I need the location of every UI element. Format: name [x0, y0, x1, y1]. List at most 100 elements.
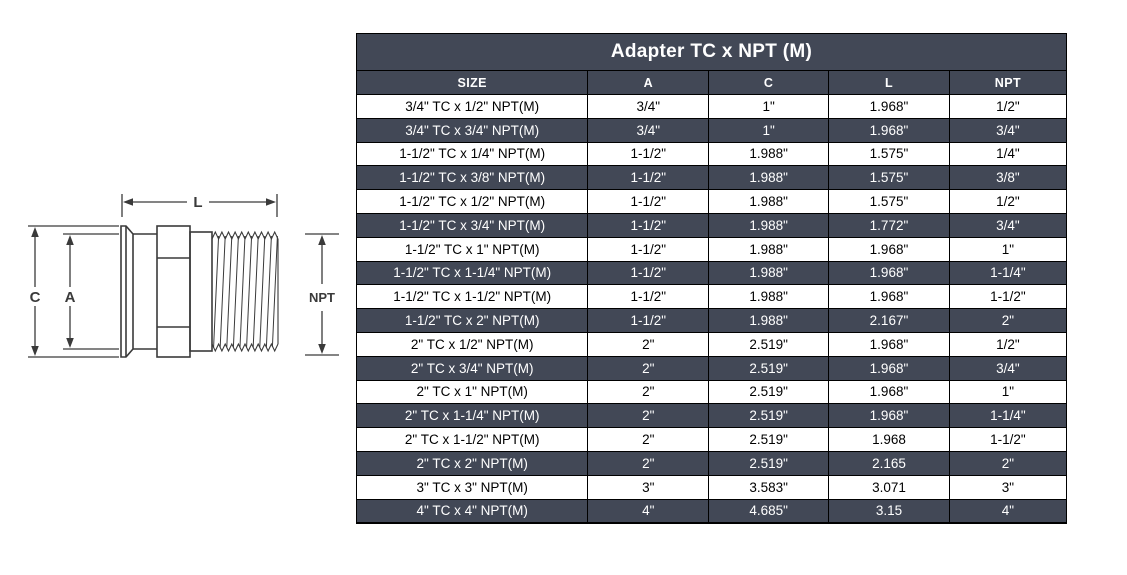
table-cell: 1/4": [948, 141, 1068, 167]
table-cell: 2.519": [708, 427, 830, 452]
dim-label-l: L: [193, 194, 202, 211]
table-cell: 2": [587, 403, 710, 429]
table-row: 1-1/2" TC x 1-1/4" NPT(M) 1-1/2" 1.988" 1.9…: [355, 260, 1068, 286]
table-row: 2" TC x 2" NPT(M) 2" 2.519" 2.165 2": [355, 450, 1068, 476]
table-cell: 1.575": [828, 189, 950, 214]
table-cell: 2" TC x 1-1/2" NPT(M): [355, 427, 589, 452]
table-cell: 1/2": [948, 189, 1068, 214]
table-cell: 1-1/2": [587, 141, 710, 167]
table-cell: 3/4": [948, 117, 1068, 143]
table-row: 3/4" TC x 3/4" NPT(M) 3/4" 1" 1.968" 3/4": [355, 117, 1068, 143]
table-cell: 3": [948, 474, 1068, 500]
table-cell: 2.519": [708, 355, 830, 381]
table-cell: 3.15: [828, 498, 950, 524]
dim-npt-arrow-down: [318, 344, 326, 354]
thread-hatching: [213, 235, 278, 348]
table-cell: 1.988": [708, 284, 830, 310]
table-cell: 2.167": [828, 308, 950, 333]
table-row: 1-1/2" TC x 3/4" NPT(M) 1-1/2" 1.988" 1.772…: [355, 212, 1068, 238]
column-header-c: C: [708, 70, 830, 95]
table-cell: 2" TC x 3/4" NPT(M): [355, 355, 589, 381]
table-cell: 2.519": [708, 331, 830, 357]
table-cell: 1-1/2" TC x 1/4" NPT(M): [355, 141, 589, 167]
table-row: 2" TC x 1" NPT(M) 2" 2.519" 1.968" 1": [355, 379, 1068, 405]
table-cell: 1-1/2" TC x 1-1/2" NPT(M): [355, 284, 589, 310]
table-cell: 2.519": [708, 403, 830, 429]
table-row: 2" TC x 3/4" NPT(M) 2" 2.519" 1.968" 3/4": [355, 355, 1068, 381]
column-header-npt: NPT: [948, 70, 1068, 95]
table-cell: 1.988": [708, 236, 830, 262]
table-row: 1-1/2" TC x 1" NPT(M) 1-1/2" 1.988" 1.968" 1…: [355, 236, 1068, 262]
ferrule-outline: [120, 225, 134, 358]
table-row: 4" TC x 4" NPT(M) 4" 4.685" 3.15 4": [355, 498, 1068, 524]
table-row: 1-1/2" TC x 1/4" NPT(M) 1-1/2" 1.988" 1.575…: [355, 141, 1068, 167]
table-cell: 1.968": [828, 117, 950, 143]
column-header-l: L: [828, 70, 950, 95]
table-cell: 1-1/4": [948, 260, 1068, 286]
table-row: 1-1/2" TC x 2" NPT(M) 1-1/2" 1.988" 2.167" 2…: [355, 308, 1068, 333]
table-cell: 4" TC x 4" NPT(M): [355, 498, 589, 524]
dim-c-arrow-down: [31, 346, 39, 356]
table-cell: 1-1/2": [948, 427, 1068, 452]
table-cell: 1-1/2" TC x 1/2" NPT(M): [355, 189, 589, 214]
table-cell: 3/4": [948, 355, 1068, 381]
table-cell: 1": [708, 117, 830, 143]
thread-crest-bottom: [211, 342, 279, 353]
table-cell: 1-1/2": [948, 284, 1068, 310]
table-cell: 3/4": [587, 94, 710, 119]
table-cell: 1": [948, 379, 1068, 405]
table-cell: 3.071: [828, 474, 950, 500]
dim-a-arrow-down: [66, 338, 74, 348]
dim-c-arrow-up: [31, 227, 39, 237]
table-cell: 3/8": [948, 165, 1068, 191]
table-row: 3" TC x 3" NPT(M) 3" 3.583" 3.071 3": [355, 474, 1068, 500]
fitting-diagram: C A L NPT: [0, 0, 360, 570]
table-cell: 1.988": [708, 212, 830, 238]
table-cell: 1-1/2": [587, 308, 710, 333]
dim-label-npt: NPT: [309, 290, 335, 305]
table-header-row: SIZE A C L NPT: [355, 70, 1068, 95]
table-cell: 3/4": [587, 117, 710, 143]
table-cell: 1.968": [828, 355, 950, 381]
table-title: Adapter TC x NPT (M): [356, 33, 1067, 71]
table-cell: 1.968": [828, 403, 950, 429]
table-cell: 2": [948, 308, 1068, 333]
table-cell: 1.968": [828, 236, 950, 262]
dim-l-arrow-left: [123, 198, 133, 206]
table-cell: 1-1/2": [587, 165, 710, 191]
fitting-diagram-svg: C A L NPT: [28, 194, 339, 358]
table-title-row: Adapter TC x NPT (M): [356, 33, 1067, 71]
table-cell: 2": [587, 427, 710, 452]
table-cell: 2": [587, 450, 710, 476]
table-cell: 1.575": [828, 165, 950, 191]
table-row: 3/4" TC x 1/2" NPT(M) 3/4" 1" 1.968" 1/2": [355, 94, 1068, 119]
table-cell: 2.519": [708, 450, 830, 476]
table-cell: 1-1/2": [587, 212, 710, 238]
table-cell: 2" TC x 1-1/4" NPT(M): [355, 403, 589, 429]
table-body: 3/4" TC x 1/2" NPT(M) 3/4" 1" 1.968" 1/2" 3/4…: [355, 94, 1068, 524]
collar: [189, 231, 213, 352]
dim-label-a: A: [65, 289, 76, 306]
table-cell: 2.519": [708, 379, 830, 405]
table-row: 2" TC x 1-1/2" NPT(M) 2" 2.519" 1.968 1-1/2": [355, 427, 1068, 452]
dim-npt-arrow-up: [318, 235, 326, 245]
table-cell: 1.988": [708, 308, 830, 333]
table-cell: 1/2": [948, 94, 1068, 119]
table-cell: 1-1/2" TC x 3/8" NPT(M): [355, 165, 589, 191]
table-row: 2" TC x 1/2" NPT(M) 2" 2.519" 1.968" 1/2": [355, 331, 1068, 357]
table-cell: 1-1/2" TC x 3/4" NPT(M): [355, 212, 589, 238]
table-cell: 3.583": [708, 474, 830, 500]
table-cell: 1": [708, 94, 830, 119]
table-cell: 3/4": [948, 212, 1068, 238]
table-cell: 1/2": [948, 331, 1068, 357]
table-cell: 1.988": [708, 141, 830, 167]
table-row: 1-1/2" TC x 1/2" NPT(M) 1-1/2" 1.988" 1.575…: [355, 189, 1068, 214]
table-row: 2" TC x 1-1/4" NPT(M) 2" 2.519" 1.968" 1-1/4…: [355, 403, 1068, 429]
spec-table: Adapter TC x NPT (M) SIZE A C L NPT 3/4" TC …: [355, 33, 1068, 524]
table-cell: 3/4" TC x 1/2" NPT(M): [355, 94, 589, 119]
table-cell: 1.968": [828, 260, 950, 286]
table-cell: 1.772": [828, 212, 950, 238]
hex-body: [156, 225, 191, 358]
table-cell: 2": [948, 450, 1068, 476]
